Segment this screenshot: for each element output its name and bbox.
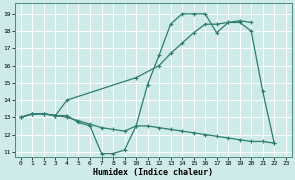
- X-axis label: Humidex (Indice chaleur): Humidex (Indice chaleur): [93, 168, 213, 177]
